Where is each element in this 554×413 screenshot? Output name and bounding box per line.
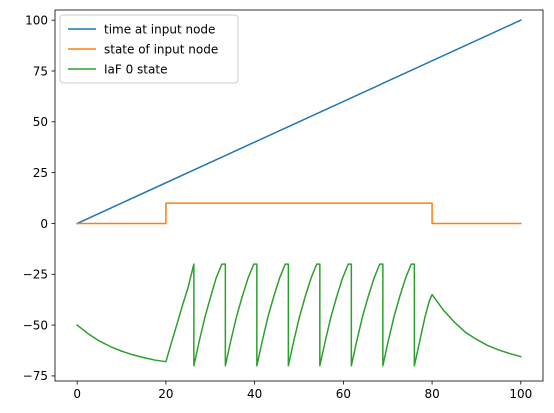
legend-label-2: IaF 0 state	[104, 62, 167, 76]
y-tick-label: 100	[25, 13, 48, 27]
x-tick-label: 100	[509, 387, 532, 401]
legend-label-0: time at input node	[104, 22, 215, 36]
series-line-0	[76, 19, 522, 225]
y-tick-label: 75	[33, 64, 48, 78]
y-tick-label: 50	[33, 115, 48, 129]
series-line-2	[76, 263, 522, 367]
x-tick-label: 40	[247, 387, 262, 401]
series-layer	[76, 19, 522, 367]
legend-label-1: state of input node	[104, 42, 218, 56]
series-line-1	[76, 202, 522, 225]
y-tick-label: −25	[23, 268, 48, 282]
x-tick-label: 0	[73, 387, 81, 401]
x-tick-label: 80	[424, 387, 439, 401]
legend-box	[59, 14, 239, 84]
legend: time at input node state of input node IaF…	[59, 14, 239, 84]
axes-frame	[54, 9, 544, 382]
y-tick-label: −50	[23, 318, 48, 332]
y-tick-label: 25	[33, 166, 48, 180]
x-tick-label: 60	[336, 387, 351, 401]
axes-layer: 0 20 40 60 80 100 −75 −50 −25 0 25 50 75 100	[23, 9, 544, 401]
y-tick-label: −75	[23, 369, 48, 383]
y-tick-label: 0	[40, 217, 48, 231]
x-tick-label: 20	[158, 387, 173, 401]
